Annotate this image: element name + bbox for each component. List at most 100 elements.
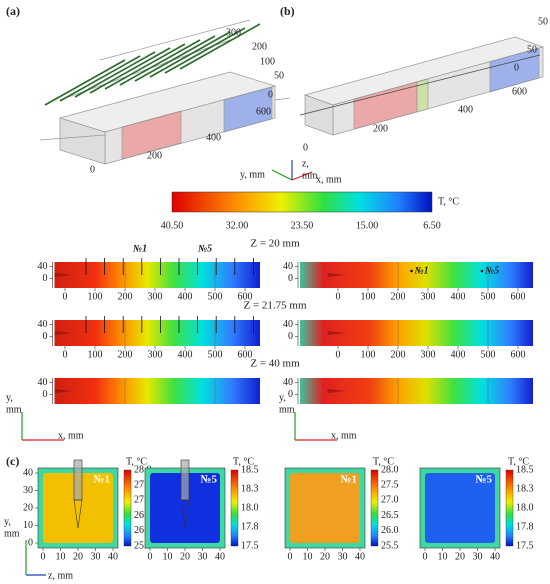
x-tick-label: 0 (63, 291, 68, 302)
axis-label: 0 (303, 142, 308, 153)
axis-label: 400 (458, 104, 473, 115)
x-tick-label: 500 (208, 349, 223, 360)
x-tick-label: 40 (215, 551, 225, 562)
temperature-field (54, 262, 260, 288)
z-axis-label: z, mm (48, 570, 73, 581)
colorbar-label: T, °C (438, 196, 459, 207)
colorbar-title: T, °C (373, 456, 394, 467)
section-label: №5 (200, 474, 217, 486)
colorbar-title: T, °C (508, 456, 529, 467)
x-tick-label: 10 (438, 551, 448, 562)
colorbar-tick: 6.50 (423, 220, 441, 231)
colorbar-tick: 26.5 (134, 510, 152, 521)
x-tick-label: 20 (180, 551, 190, 562)
x-tick-label: 0 (63, 349, 68, 360)
x-axis-label: x, mm (331, 430, 357, 441)
x-tick-label: 500 (481, 349, 496, 360)
colorbar-tick: 18.5 (241, 464, 259, 475)
colorbar-title: T, °C (126, 456, 147, 467)
y-tick-label: 0 (28, 537, 33, 548)
colorbar-tick: 32.00 (226, 220, 249, 231)
x-tick-label: 0 (41, 551, 46, 562)
x-tick-label: 400 (451, 349, 466, 360)
x-tick-label: 200 (118, 291, 133, 302)
probe-label: №5 (197, 243, 212, 254)
y-tick-label: 0 (43, 389, 48, 400)
x-tick-label: 0 (336, 349, 341, 360)
heater (327, 273, 346, 277)
probe-tip (180, 499, 190, 529)
colorbar-tick: 18.0 (516, 502, 534, 513)
axis-label: 0 (268, 89, 273, 100)
colorbar-tick: 18.5 (516, 464, 534, 475)
axis-label: 600 (256, 106, 271, 117)
x-tick-label: 600 (238, 291, 253, 302)
colorbar-tick: 26.5 (381, 510, 399, 521)
axis-label: 200 (252, 41, 267, 52)
x-tick-label: 40 (355, 551, 365, 562)
panel-label: (c) (6, 454, 19, 468)
temperature-field (54, 320, 260, 346)
x-tick-label: 100 (88, 291, 103, 302)
colorbar-tick: 27.5 (381, 479, 399, 490)
y-tick-label: 40 (283, 377, 293, 388)
panel-label: (b) (280, 4, 295, 18)
section-label: №1 (340, 474, 357, 486)
x-tick-label: 0 (148, 551, 153, 562)
x-tick-label: 300 (421, 349, 436, 360)
y-tick-label: 0 (288, 331, 293, 342)
axis-triad (271, 160, 313, 181)
y-tick-label: 40 (283, 261, 293, 272)
probe-tip (73, 499, 83, 529)
y-tick-label: 40 (283, 319, 293, 330)
y-tick-label: 40 (38, 377, 48, 388)
x-tick-label: 200 (118, 349, 133, 360)
colorbar-tick: 26.0 (134, 525, 152, 536)
x-tick-label: 100 (88, 349, 103, 360)
axis-label: 600 (512, 86, 527, 97)
x-tick-label: 10 (56, 551, 66, 562)
y-tick-label: 20 (23, 502, 33, 513)
y-axis-label: y, (4, 516, 11, 527)
triad-x: x, mm (316, 174, 342, 185)
y-tick-label: 0 (288, 389, 293, 400)
x-tick-label: 30 (473, 551, 483, 562)
section-label: №5 (475, 474, 492, 486)
colorbar-tick: 27.0 (381, 495, 399, 506)
colorbar (171, 191, 433, 213)
colorbar-tick: 18.3 (516, 483, 534, 494)
section-label: №1 (93, 474, 110, 486)
x-tick-label: 300 (148, 291, 163, 302)
y-tick-label: 0 (43, 273, 48, 284)
x-tick-label: 20 (73, 551, 83, 562)
section-field (150, 473, 220, 543)
colorbar-tick: 27.5 (134, 479, 152, 490)
x-tick-label: 200 (391, 291, 406, 302)
slice-title: Z = 20 mm (250, 238, 300, 250)
heater (54, 273, 73, 277)
x-tick-label: 500 (208, 291, 223, 302)
y-tick-label: 30 (23, 485, 33, 496)
y-axis-label: mm (6, 404, 22, 415)
y-tick-label: 40 (38, 319, 48, 330)
triad-z: z, (302, 158, 309, 169)
x-tick-label: 600 (238, 349, 253, 360)
box-b (299, 36, 545, 136)
x-tick-label: 600 (511, 291, 526, 302)
x-tick-label: 0 (336, 291, 341, 302)
triad-z-unit: mm (302, 170, 318, 181)
probe-label: №1 (414, 265, 429, 276)
temperature-field (54, 378, 260, 404)
slice-title: Z = 40 mm (250, 358, 300, 370)
y-axis-label: y, (6, 392, 13, 403)
colorbar-tick: 40.50 (161, 220, 184, 231)
probe-tube (180, 459, 190, 501)
probe-label: №5 (484, 265, 499, 276)
axis-label: 400 (206, 132, 221, 143)
heater (327, 331, 346, 335)
x-tick-label: 200 (391, 349, 406, 360)
probe-point (410, 269, 413, 273)
heater (54, 331, 73, 335)
colorbar-tick: 17.8 (516, 521, 534, 532)
